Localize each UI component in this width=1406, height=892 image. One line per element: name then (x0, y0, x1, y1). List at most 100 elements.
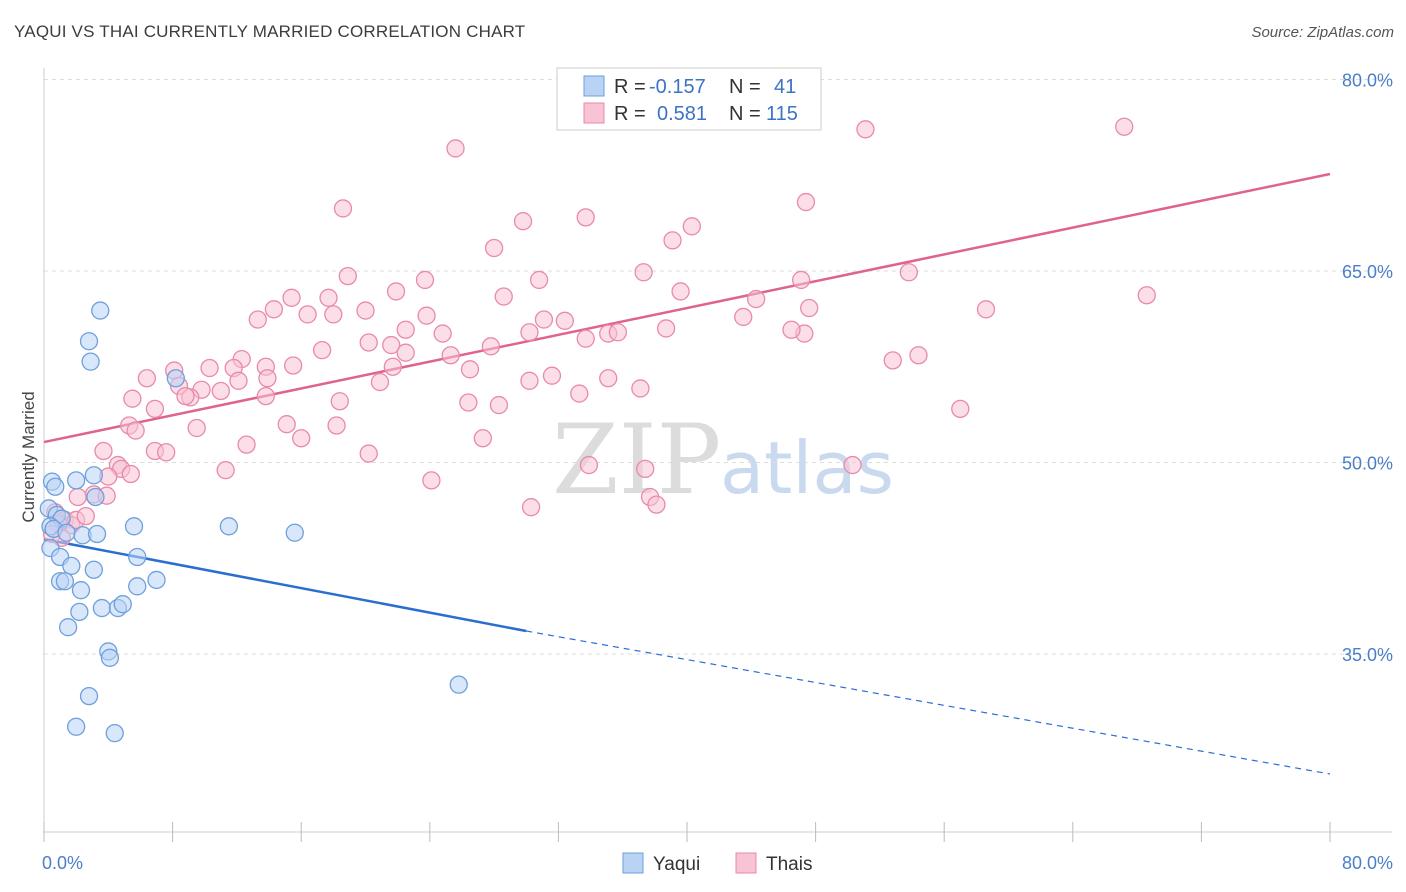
point-thais (145, 399, 165, 419)
point-thais (383, 357, 402, 376)
point-yaqui (100, 648, 120, 667)
point-thais (284, 356, 303, 375)
y-tick-label: 50.0% (1342, 454, 1393, 474)
point-thais (534, 310, 554, 329)
point-thais (663, 231, 682, 250)
point-yaqui (166, 369, 185, 388)
point-thais (579, 455, 599, 475)
point-thais (126, 421, 145, 440)
trend-line-yaqui (43, 537, 527, 633)
point-thais (248, 310, 267, 329)
point-thais (76, 506, 95, 526)
point-thais (417, 306, 436, 325)
point-yaqui (84, 560, 103, 579)
point-yaqui (105, 724, 124, 743)
point-thais (422, 471, 441, 490)
x-tick-label-min: 0.0% (42, 853, 83, 873)
point-thais (359, 333, 378, 352)
point-thais (298, 305, 317, 324)
point-thais (264, 300, 284, 319)
point-thais (576, 208, 595, 227)
y-tick-labels: 35.0% 50.0% 65.0% 80.0% (1342, 71, 1393, 666)
point-yaqui (79, 686, 99, 706)
point-yaqui (92, 598, 112, 618)
point-yaqui (285, 523, 304, 542)
point-yaqui (219, 517, 239, 536)
legend-n-label-yaqui: N = (729, 76, 761, 98)
point-thais (282, 288, 301, 307)
point-yaqui (86, 487, 105, 507)
legend-swatch-yaqui (583, 75, 605, 97)
legend-r-label-yaqui: R = (614, 76, 646, 98)
y-tick-label: 80.0% (1342, 71, 1393, 91)
point-thais (791, 270, 811, 290)
legend-n-value-yaqui: 41 (774, 76, 796, 98)
legend-r-value-yaqui: -0.157 (649, 76, 706, 98)
point-yaqui (449, 675, 468, 694)
point-thais (441, 346, 460, 365)
point-thais (481, 337, 501, 356)
point-thais (137, 369, 157, 388)
point-thais (187, 418, 206, 438)
point-thais (529, 270, 549, 290)
point-thais (94, 441, 113, 461)
point-thais (330, 392, 349, 411)
point-thais (1137, 286, 1156, 305)
point-thais (396, 320, 415, 339)
point-thais (356, 301, 375, 320)
legend-r-label-thais: R = (614, 103, 646, 125)
axes (43, 68, 1392, 842)
point-thais (68, 487, 87, 507)
point-yaqui (91, 301, 110, 320)
point-yaqui (67, 717, 86, 736)
point-thais (634, 263, 653, 282)
point-thais (333, 199, 353, 218)
point-thais (800, 298, 819, 318)
chart-title: YAQUI VS THAI CURRENTLY MARRIED CORRELAT… (14, 22, 526, 41)
trend-line-thais (43, 172, 1331, 444)
legend-box: R = -0.157 N = 41 R = 0.581 N = 115 (556, 67, 822, 131)
point-thais (382, 335, 401, 355)
point-thais (656, 319, 676, 338)
point-thais (176, 386, 195, 406)
point-thais (473, 429, 492, 448)
x-tick-labels: 0.0% 80.0% (42, 853, 1393, 873)
watermark-zip: ZIP (552, 404, 721, 516)
point-thais (324, 305, 343, 324)
bottom-legend-swatch-yaqui (622, 852, 644, 874)
point-thais (359, 444, 378, 463)
legend-swatch-thais (583, 102, 605, 124)
trend-line-yaqui-extension (526, 630, 1331, 775)
point-yaqui (147, 570, 166, 590)
point-thais (951, 399, 970, 419)
point-thais (976, 300, 996, 319)
bottom-legend-yaqui: Yaqui (653, 854, 700, 875)
point-thais (608, 323, 628, 342)
point-thais (460, 360, 480, 379)
x-tick-label-max: 80.0% (1342, 853, 1393, 873)
point-thais (636, 459, 655, 479)
point-yaqui (87, 524, 107, 544)
point-thais (734, 307, 753, 327)
point-thais (521, 498, 541, 517)
point-thais (746, 289, 766, 309)
point-thais (123, 389, 142, 408)
legend-n-label-thais: N = (729, 103, 761, 125)
point-yaqui (46, 477, 65, 496)
point-thais (121, 464, 140, 484)
point-thais (843, 455, 862, 475)
point-yaqui (71, 581, 91, 600)
point-thais (883, 351, 902, 370)
point-thais (433, 324, 452, 343)
point-yaqui (81, 352, 100, 371)
point-yaqui (128, 547, 147, 567)
point-thais (459, 393, 478, 412)
point-thais (631, 379, 650, 398)
point-thais (899, 263, 918, 282)
point-thais (211, 381, 230, 401)
point-thais (338, 266, 357, 286)
point-thais (856, 120, 875, 139)
point-yaqui (57, 523, 76, 542)
point-thais (157, 443, 176, 462)
